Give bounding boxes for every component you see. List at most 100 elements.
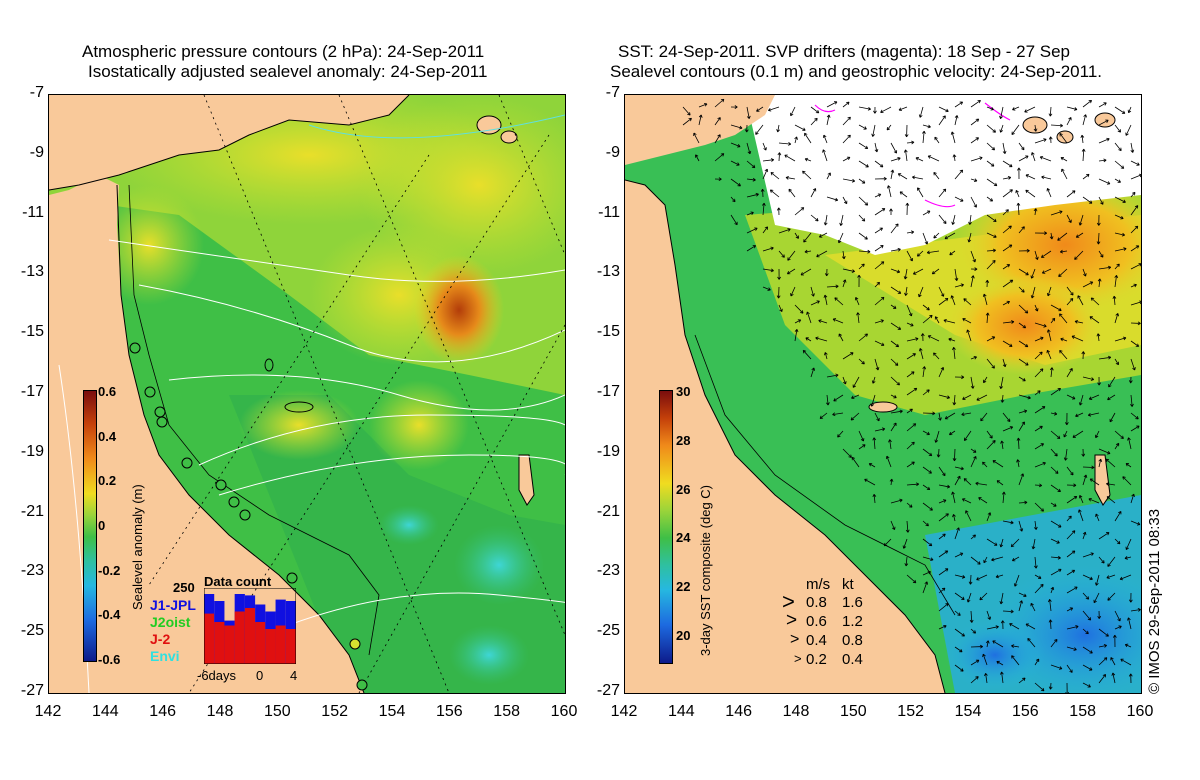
velocity-arrow bbox=[1098, 657, 1108, 666]
velocity-arrow bbox=[1074, 319, 1084, 324]
velocity-arrow bbox=[1098, 355, 1112, 360]
velocity-arrow bbox=[904, 124, 909, 138]
velocity-arrow bbox=[890, 169, 895, 180]
velocity-arrow bbox=[1125, 124, 1132, 136]
velocity-arrow bbox=[815, 336, 828, 342]
velocity-arrow bbox=[790, 106, 796, 117]
data-count-bar-j2 bbox=[244, 608, 256, 664]
velocity-arrow bbox=[1002, 142, 1007, 154]
velocity-arrow bbox=[1018, 520, 1024, 532]
velocity-arrow bbox=[1031, 538, 1036, 550]
velocity-arrow bbox=[778, 250, 785, 258]
velocity-arrow bbox=[1066, 106, 1078, 111]
velocity-arrow bbox=[802, 349, 812, 360]
velocity-arrow bbox=[874, 427, 886, 432]
velocity-arrow bbox=[1098, 102, 1107, 108]
velocity-arrow bbox=[1057, 232, 1068, 241]
velocity-arrow bbox=[890, 142, 898, 154]
mission-label: Envi bbox=[150, 648, 180, 664]
velocity-legend-ms: 0.6 bbox=[806, 613, 827, 630]
velocity-arrow bbox=[899, 191, 908, 198]
velocity-arrow bbox=[1013, 574, 1020, 587]
velocity-arrow bbox=[954, 196, 964, 202]
velocity-arrow bbox=[1018, 376, 1026, 382]
longitude-tick-label: 160 bbox=[1126, 703, 1154, 720]
velocity-arrow bbox=[1114, 538, 1121, 545]
velocity-arrow bbox=[794, 124, 806, 131]
velocity-arrow bbox=[1016, 459, 1020, 468]
velocity-arrow bbox=[1097, 376, 1101, 386]
velocity-arrow bbox=[938, 568, 949, 576]
velocity-arrow bbox=[1066, 117, 1072, 126]
velocity-arrow bbox=[1050, 210, 1063, 216]
velocity-arrow bbox=[1002, 209, 1009, 216]
velocity-arrow bbox=[1001, 491, 1006, 504]
velocity-arrow bbox=[954, 375, 965, 380]
velocity-arrow bbox=[1033, 520, 1038, 530]
velocity-arrow bbox=[951, 491, 956, 504]
velocity-arrow bbox=[954, 466, 964, 471]
velocity-arrow bbox=[986, 214, 997, 223]
velocity-arrow bbox=[961, 412, 972, 417]
velocity-arrow bbox=[1066, 664, 1073, 673]
velocity-arrow bbox=[1119, 574, 1132, 581]
velocity-arrow bbox=[1034, 304, 1039, 312]
velocity-arrow bbox=[787, 250, 796, 261]
velocity-arrow bbox=[986, 538, 998, 546]
velocity-arrow bbox=[746, 142, 752, 155]
velocity-arrow bbox=[794, 207, 805, 216]
velocity-arrow bbox=[810, 117, 818, 126]
velocity-arrow bbox=[1050, 586, 1055, 594]
velocity-arrow bbox=[682, 106, 691, 116]
velocity-arrow bbox=[1128, 376, 1133, 384]
velocity-arrow bbox=[1094, 430, 1100, 439]
mission-label: J-2 bbox=[150, 631, 171, 647]
velocity-arrow bbox=[1082, 114, 1087, 126]
longitude-tick-label: 152 bbox=[897, 703, 924, 720]
colorbar-tick-label: -0.6 bbox=[98, 652, 121, 667]
velocity-arrow bbox=[1130, 300, 1141, 306]
longitude-tick-label: 146 bbox=[725, 703, 752, 720]
data-count-bar-j2 bbox=[255, 622, 266, 664]
velocity-arrow bbox=[698, 103, 708, 108]
latitude-tick-label: -17 bbox=[596, 383, 620, 400]
mission-label: J1-JPL bbox=[150, 597, 196, 613]
velocity-arrow bbox=[794, 304, 804, 314]
velocity-arrow bbox=[1098, 119, 1109, 126]
velocity-arrow bbox=[926, 250, 940, 255]
velocity-arrow bbox=[834, 297, 844, 306]
velocity-arrow bbox=[991, 556, 1004, 562]
velocity-arrow bbox=[904, 286, 908, 296]
velocity-arrow bbox=[1114, 160, 1125, 169]
velocity-arrow bbox=[1124, 556, 1132, 560]
velocity-arrow bbox=[938, 624, 947, 630]
latitude-tick-label: -7 bbox=[29, 84, 44, 101]
velocity-arrow bbox=[970, 448, 977, 453]
velocity-arrow bbox=[890, 376, 900, 386]
latitude-tick-label: -19 bbox=[20, 442, 44, 460]
velocity-arrow bbox=[938, 188, 947, 198]
velocity-arrow bbox=[1050, 466, 1059, 474]
velocity-arrow bbox=[1066, 646, 1077, 651]
velocity-arrow bbox=[976, 574, 988, 581]
velocity-arrow bbox=[890, 156, 901, 162]
velocity-arrow bbox=[999, 592, 1004, 605]
velocity-arrow bbox=[1018, 322, 1027, 329]
velocity-arrow bbox=[933, 171, 940, 180]
velocity-arrow bbox=[833, 394, 844, 402]
velocity-legend-kt: 0.8 bbox=[842, 632, 863, 649]
velocity-arrow bbox=[682, 117, 692, 126]
velocity-arrow bbox=[903, 149, 908, 162]
velocity-arrow bbox=[1059, 349, 1068, 360]
velocity-arrow bbox=[1046, 286, 1052, 297]
velocity-arrow bbox=[842, 196, 848, 205]
colorbar-tick-label: -0.2 bbox=[98, 562, 121, 578]
velocity-arrow bbox=[1066, 483, 1077, 488]
velocity-arrow bbox=[1130, 493, 1135, 504]
velocity-arrow bbox=[922, 520, 929, 527]
latitude-tick-label: -23 bbox=[596, 562, 620, 580]
longitude-tick-label: 156 bbox=[435, 703, 463, 720]
velocity-arrow bbox=[970, 376, 975, 389]
velocity-arrow bbox=[1071, 335, 1084, 342]
velocity-arrow bbox=[1066, 495, 1078, 504]
